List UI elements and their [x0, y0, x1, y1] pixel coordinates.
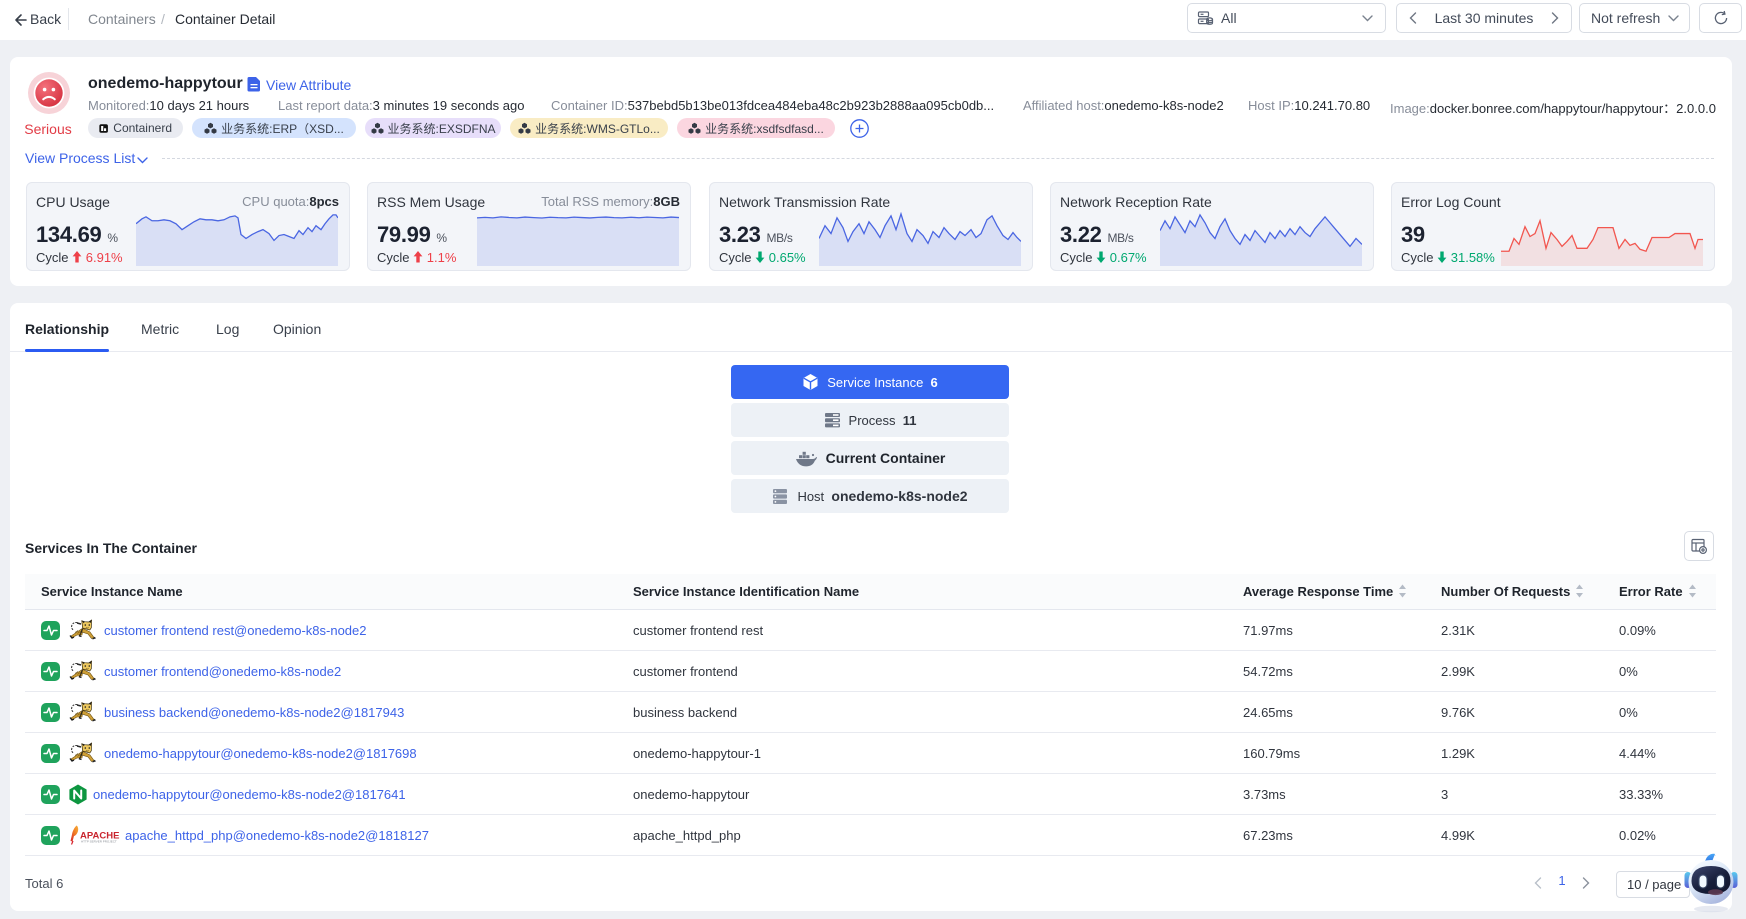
- svg-text:APACHE: APACHE: [80, 831, 119, 842]
- svg-text:HTTP SERVER PROJECT: HTTP SERVER PROJECT: [81, 840, 117, 844]
